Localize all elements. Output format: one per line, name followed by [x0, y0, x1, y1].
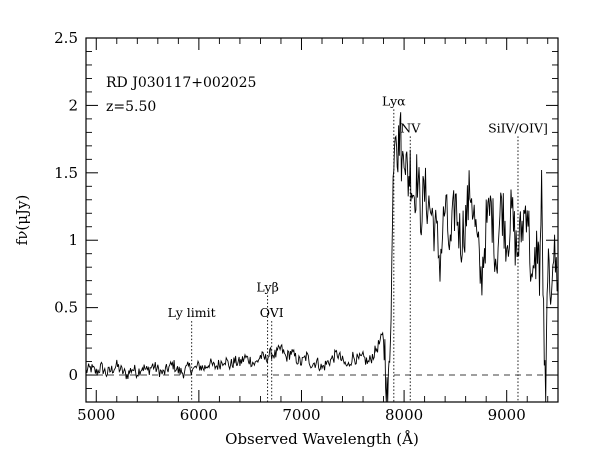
- y-tick-label: 1: [68, 231, 78, 249]
- y-tick-label: 0: [68, 366, 78, 384]
- spectral-line-labels: Ly limit Lyβ OVI Lyα NV SiIV/OIV]: [168, 93, 548, 320]
- y-tick-label: 0.5: [54, 299, 78, 317]
- redshift-annotation: z=5.50: [106, 99, 156, 115]
- spectral-line-label: NV: [400, 120, 421, 135]
- spectral-line-label: Ly limit: [168, 305, 216, 320]
- spectral-line-markers: [191, 109, 519, 402]
- y-tick-label: 1.5: [54, 164, 78, 182]
- x-axis-label: Observed Wavelength (Å): [225, 430, 419, 448]
- y-tick-label: 2.5: [54, 29, 78, 47]
- x-tick-label: 7000: [282, 406, 320, 424]
- spectral-line-label: Lyα: [382, 93, 406, 108]
- x-tick-labels: 5000 6000 7000 8000 9000: [77, 406, 526, 424]
- spectral-line-label: SiIV/OIV]: [488, 120, 548, 135]
- spectral-line-label: Lyβ: [256, 279, 278, 294]
- x-tick-label: 8000: [385, 406, 423, 424]
- spectrum-series-line: [85, 112, 559, 403]
- object-name-annotation: RD J030117+002025: [106, 75, 256, 91]
- y-tick-labels: 0 0.5 1 1.5 2 2.5: [54, 29, 78, 384]
- axis-ticks: [86, 37, 558, 402]
- x-tick-label: 6000: [180, 406, 218, 424]
- x-tick-label: 5000: [77, 406, 115, 424]
- y-tick-label: 2: [68, 96, 78, 114]
- spectral-line-label: OVI: [260, 305, 284, 320]
- y-axis-label: fν(μJy): [13, 195, 31, 246]
- x-tick-label: 9000: [488, 406, 526, 424]
